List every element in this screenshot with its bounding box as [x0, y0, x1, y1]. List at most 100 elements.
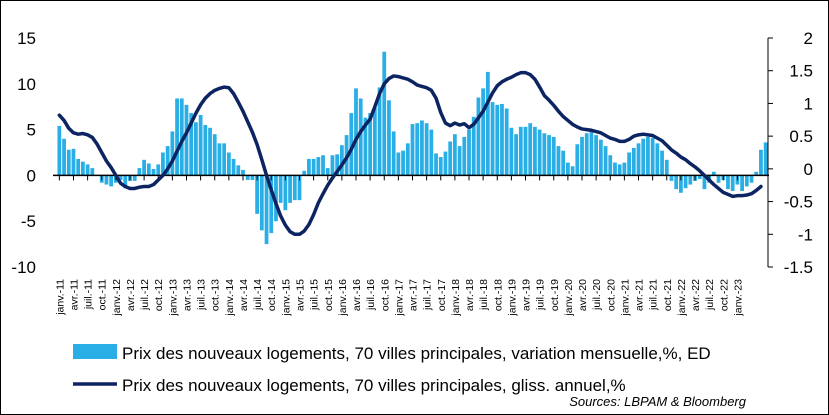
- bar: [316, 157, 321, 176]
- bar: [269, 175, 274, 234]
- right-tick-label: -1.5: [784, 258, 813, 277]
- bar: [509, 127, 514, 176]
- bar: [198, 114, 203, 176]
- bar: [556, 146, 561, 176]
- bar: [636, 143, 641, 176]
- x-tick-label: janv.-23: [732, 279, 744, 317]
- bar: [212, 134, 217, 176]
- left-tick-label: -5: [21, 212, 36, 231]
- x-tick-label: avr.-20: [577, 279, 589, 311]
- bar: [631, 147, 636, 176]
- bar-series: [57, 51, 768, 245]
- x-tick-label: juil.-16: [365, 279, 377, 311]
- bar: [363, 117, 368, 176]
- bar: [104, 175, 109, 185]
- bar: [726, 175, 730, 190]
- bar: [551, 136, 556, 176]
- bar: [170, 131, 175, 176]
- bar: [118, 175, 123, 180]
- bar: [711, 171, 716, 176]
- right-tick-label: 1.5: [789, 62, 813, 81]
- bar: [415, 123, 420, 176]
- bar: [66, 149, 71, 176]
- bar: [669, 175, 674, 181]
- bar: [547, 135, 551, 176]
- bar: [255, 175, 259, 214]
- x-tick-label: janv.-20: [563, 279, 575, 317]
- source-note: Sources: LBPAM & Bloomberg: [569, 394, 747, 409]
- bar: [57, 125, 62, 176]
- bar: [377, 87, 382, 176]
- bar: [401, 150, 405, 176]
- bar: [438, 157, 443, 176]
- bar: [434, 153, 438, 176]
- x-axis-ticks: janv.-11 avr.-11 juil.-11 oct.-11 janv.-12 av…: [54, 175, 744, 317]
- bar: [570, 166, 575, 176]
- x-tick-label: janv.-13: [167, 279, 179, 317]
- bar: [231, 158, 236, 176]
- bar: [311, 158, 316, 176]
- bar: [222, 143, 227, 176]
- bar: [137, 168, 142, 176]
- bar: [349, 113, 354, 176]
- bar: [533, 126, 537, 176]
- legend-line-label: Prix des nouveaux logements, 70 villes p…: [122, 376, 626, 395]
- bar: [405, 143, 410, 176]
- x-tick-label: oct.-15: [323, 279, 335, 311]
- bar: [81, 161, 85, 176]
- x-tick-label: avr.-17: [408, 279, 420, 311]
- bar: [584, 133, 589, 176]
- x-tick-label: janv.-12: [111, 279, 123, 317]
- legend-bar-swatch: [73, 344, 117, 359]
- bar: [462, 136, 467, 176]
- bar: [749, 175, 754, 183]
- bar: [208, 127, 212, 176]
- bar: [613, 162, 617, 176]
- bar: [655, 143, 660, 176]
- bar: [542, 133, 547, 176]
- left-tick-label: 0: [27, 166, 36, 185]
- bar: [448, 141, 453, 176]
- bar: [241, 169, 245, 176]
- bar: [165, 146, 170, 176]
- left-tick-label: 10: [17, 75, 36, 94]
- bar: [330, 155, 335, 176]
- bar: [189, 113, 194, 176]
- bar: [62, 138, 66, 176]
- x-tick-label: avr.-15: [294, 279, 306, 311]
- bar: [504, 108, 509, 176]
- bar: [627, 152, 631, 176]
- bar: [321, 155, 325, 176]
- bar: [85, 164, 90, 176]
- right-tick-label: 0.5: [789, 127, 813, 146]
- bar: [179, 98, 184, 176]
- bar: [664, 159, 669, 176]
- bar: [598, 139, 603, 176]
- x-tick-label: juil.-22: [704, 279, 716, 311]
- x-tick-label: juil.-21: [648, 279, 660, 311]
- x-tick-label: janv.-18: [450, 279, 462, 317]
- bar: [452, 134, 457, 176]
- bar: [660, 150, 664, 176]
- x-tick-label: avr.-21: [634, 279, 646, 311]
- bar: [528, 123, 533, 176]
- x-tick-label: juil.-11: [83, 279, 95, 310]
- bar: [184, 104, 189, 176]
- bar: [457, 146, 462, 176]
- bar: [156, 164, 161, 176]
- bar: [514, 134, 518, 176]
- bar: [485, 71, 490, 176]
- bar: [264, 175, 269, 245]
- left-tick-label: 5: [27, 121, 36, 140]
- bar: [358, 98, 363, 176]
- left-tick-label: 15: [17, 29, 36, 48]
- bar: [76, 158, 81, 176]
- bar: [217, 143, 222, 176]
- bar: [307, 158, 311, 176]
- x-tick-label: juil.-14: [252, 279, 264, 311]
- bar: [523, 126, 528, 176]
- x-tick-label: juil.-12: [139, 279, 151, 311]
- bar: [754, 171, 759, 176]
- bar: [481, 88, 486, 176]
- bar: [495, 104, 500, 176]
